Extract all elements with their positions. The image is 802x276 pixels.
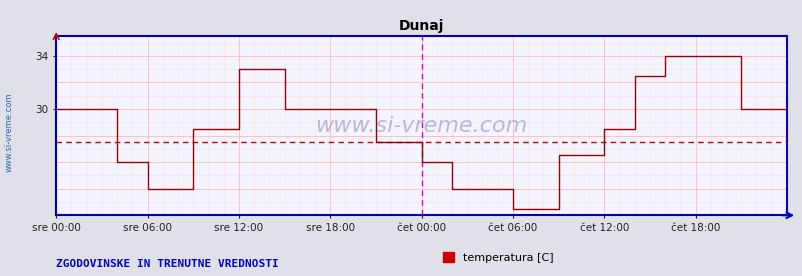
Legend: temperatura [C]: temperatura [C] — [438, 248, 557, 268]
Text: ZGODOVINSKE IN TRENUTNE VREDNOSTI: ZGODOVINSKE IN TRENUTNE VREDNOSTI — [56, 259, 278, 269]
Title: Dunaj: Dunaj — [399, 19, 444, 33]
Text: www.si-vreme.com: www.si-vreme.com — [315, 116, 527, 136]
Text: www.si-vreme.com: www.si-vreme.com — [5, 93, 14, 172]
